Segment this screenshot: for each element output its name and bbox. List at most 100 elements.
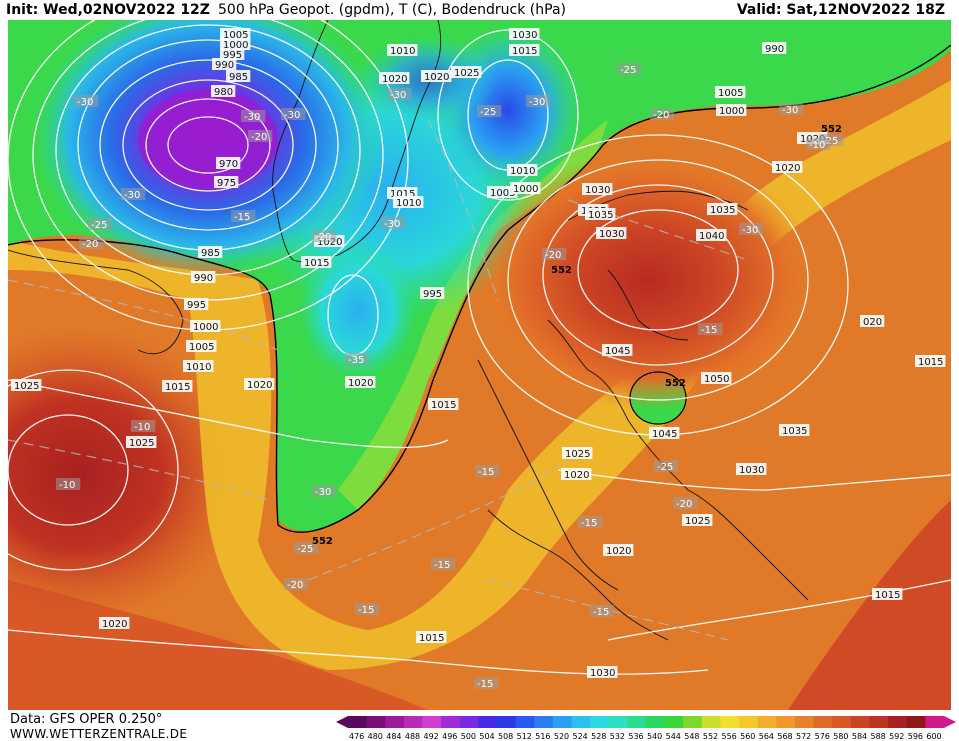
colorbar-swatch	[646, 716, 666, 728]
isotherm-label-bg	[281, 108, 306, 120]
isobar-label: 1030	[739, 465, 764, 476]
isobar-label: 995	[223, 50, 242, 61]
isobar-label: 1005	[223, 30, 248, 41]
isobar-label-bg	[301, 256, 332, 268]
geopotential-label: 552	[312, 536, 333, 547]
isotherm-label-bg	[312, 485, 337, 497]
isotherm-label: -20	[287, 580, 303, 591]
isotherm-label-bg	[345, 353, 370, 365]
isobar-label: 985	[229, 72, 248, 83]
isotherm-label-bg	[387, 88, 412, 100]
colorbar-tick-label: 484	[386, 732, 401, 741]
isotherm-label-bg	[779, 103, 804, 115]
isobar-label-bg	[715, 86, 746, 98]
geopotential-552-line	[8, 44, 951, 533]
isotherm-label-bg	[74, 95, 99, 107]
isotherm-label: -10	[134, 422, 150, 433]
colorbar-tick-label: 480	[368, 732, 383, 741]
isobar-label: 1040	[699, 231, 724, 242]
geopotential-label: 552	[551, 265, 572, 276]
isobar-label: 1005	[718, 88, 743, 99]
isobar-label-bg	[191, 271, 216, 283]
colorbar-tick-label: 592	[889, 732, 904, 741]
isotherm-label: -30	[782, 105, 798, 116]
isobar-label: 1010	[390, 46, 415, 57]
colorbar-tick-label: 492	[424, 732, 439, 741]
isotherm-label: -30	[77, 97, 93, 108]
colorbar-tick-label: 596	[908, 732, 923, 741]
colorbar-tick-label: 504	[479, 732, 494, 741]
map-header: Init: Wed,02NOV2022 12Z 500 hPa Geopot. …	[0, 0, 959, 20]
isobar-label-bg	[420, 287, 445, 299]
isobar-label-bg	[198, 246, 223, 258]
isobar-label-bg	[220, 28, 251, 40]
colorbar-swatch	[441, 716, 461, 728]
isobar-label-bg	[561, 468, 592, 480]
colorbar-swatch	[925, 716, 945, 728]
colorbar-swatch	[720, 716, 740, 728]
isobar-label: 1025	[565, 449, 590, 460]
colorbar-tick-label: 508	[498, 732, 513, 741]
isobar-label: 1020	[247, 380, 272, 391]
colorbar-swatch	[813, 716, 833, 728]
isobar-label: 1025	[129, 438, 154, 449]
colorbar-arrow-high	[944, 716, 956, 728]
isobar-label-bg	[602, 344, 633, 356]
isobar-label: 1010	[510, 166, 535, 177]
isobar-label: 980	[214, 87, 233, 98]
isobar-label: 1035	[782, 426, 807, 437]
colorbar-tick-label: 572	[796, 732, 811, 741]
isotherm-label-bg	[56, 478, 81, 490]
isobar-label: 1000	[513, 184, 538, 195]
isobar-label-bg	[562, 447, 593, 459]
isotherm-label-bg	[121, 188, 146, 200]
isobar-label-bg	[451, 66, 482, 78]
colorbar-tick-label: 552	[703, 732, 718, 741]
isotherm-label-bg	[806, 138, 831, 150]
isotherm-label-bg	[477, 105, 502, 117]
isobar-label: 1020	[564, 470, 589, 481]
isobar-label-bg	[510, 182, 541, 194]
colorbar-tick-label: 540	[647, 732, 662, 741]
colorbar-swatch	[478, 716, 498, 728]
colorbar-tick-label: 600	[926, 732, 941, 741]
isobar-label: 1000	[719, 106, 744, 117]
isotherm-label-bg	[578, 516, 603, 528]
isotherm-label: -20	[315, 232, 331, 243]
isotherm-label-bg	[241, 110, 266, 122]
isobar-label-bg	[162, 380, 193, 392]
colorbar-swatch	[701, 716, 721, 728]
isotherm-label: -30	[244, 112, 260, 123]
map-labels: 1005100099599098598097097598599099510001…	[11, 28, 946, 690]
isotherm-label: -15	[434, 560, 450, 571]
isotherm-label-bg	[88, 218, 113, 230]
isobar-label: 020	[863, 317, 882, 328]
colorbar-tick-label: 568	[777, 732, 792, 741]
colorbar-swatch	[906, 716, 926, 728]
colorbar-tick-label: 528	[591, 732, 606, 741]
isotherm-label-bg	[284, 578, 309, 590]
colorbar-tick-label: 548	[684, 732, 699, 741]
isotherm-label: -30	[529, 97, 545, 108]
isobar-label: 1030	[585, 185, 610, 196]
isotherm-label: -15	[358, 605, 374, 616]
isobar-label-bg	[220, 48, 245, 60]
isotherm-label-bg	[474, 677, 499, 689]
isobar-label: 1015	[304, 258, 329, 269]
geopotential-label: 552	[665, 378, 686, 389]
isotherm-label: -20	[251, 132, 267, 143]
isotherm-label-bg	[79, 237, 104, 249]
colorbar-tick-label: 564	[759, 732, 774, 741]
isobar-label: 990	[765, 44, 784, 55]
isobar-label: 1015	[390, 189, 415, 200]
isotherm-label: -15	[581, 518, 597, 529]
isobar-label: 1050	[704, 374, 729, 385]
colorbar-tick-label: 512	[517, 732, 532, 741]
isobar-label: 1030	[512, 30, 537, 41]
southeast-red-band	[788, 500, 951, 710]
isobar-label: 1020	[102, 619, 127, 630]
isobar-label: 1015	[419, 633, 444, 644]
colorbar-swatch	[664, 716, 684, 728]
colorbar-swatch	[459, 716, 479, 728]
isobar-label-bg	[585, 208, 616, 220]
